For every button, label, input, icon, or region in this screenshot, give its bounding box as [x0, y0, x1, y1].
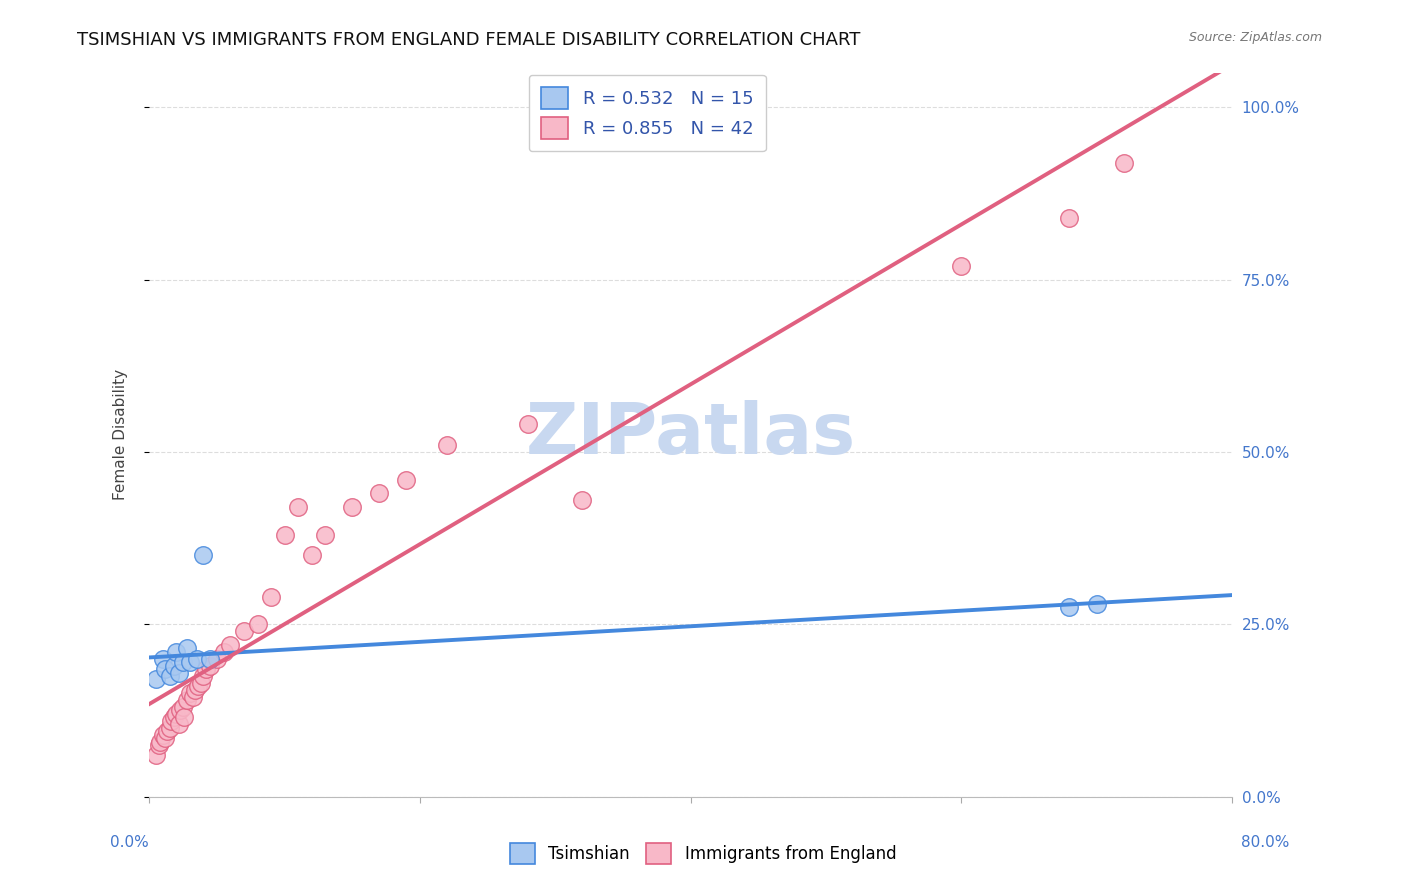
Point — [162, 658, 184, 673]
Point — [172, 655, 194, 669]
Point — [145, 748, 167, 763]
Point — [287, 500, 309, 515]
Point — [152, 652, 174, 666]
Point — [1085, 597, 1108, 611]
Point — [198, 658, 221, 673]
Point — [233, 624, 256, 639]
Point — [156, 724, 179, 739]
Point — [260, 590, 283, 604]
Point — [950, 259, 973, 273]
Point — [198, 652, 221, 666]
Legend: Tsimshian, Immigrants from England: Tsimshian, Immigrants from England — [503, 837, 903, 871]
Point — [1059, 600, 1081, 615]
Point — [172, 700, 194, 714]
Point — [165, 645, 187, 659]
Point — [190, 676, 212, 690]
Text: 0.0%: 0.0% — [110, 836, 149, 850]
Point — [273, 527, 295, 541]
Point — [181, 690, 204, 704]
Point — [1059, 211, 1081, 225]
Point — [368, 486, 391, 500]
Point — [246, 617, 269, 632]
Point — [212, 645, 235, 659]
Point — [187, 679, 209, 693]
Point — [219, 638, 242, 652]
Point — [195, 662, 218, 676]
Point — [342, 500, 364, 515]
Point — [155, 662, 177, 676]
Point — [395, 473, 418, 487]
Text: 80.0%: 80.0% — [1241, 836, 1289, 850]
Point — [176, 641, 198, 656]
Text: ZIPatlas: ZIPatlas — [526, 401, 856, 469]
Y-axis label: Female Disability: Female Disability — [114, 369, 128, 500]
Point — [155, 731, 177, 745]
Point — [186, 652, 208, 666]
Point — [173, 710, 195, 724]
Point — [301, 549, 323, 563]
Point — [148, 738, 170, 752]
Point — [160, 714, 183, 728]
Point — [169, 704, 191, 718]
Text: TSIMSHIAN VS IMMIGRANTS FROM ENGLAND FEMALE DISABILITY CORRELATION CHART: TSIMSHIAN VS IMMIGRANTS FROM ENGLAND FEM… — [77, 31, 860, 49]
Point — [184, 682, 207, 697]
Point — [517, 417, 540, 432]
Point — [436, 438, 458, 452]
Point — [193, 669, 215, 683]
Point — [149, 734, 172, 748]
Point — [152, 728, 174, 742]
Legend: R = 0.532   N = 15, R = 0.855   N = 42: R = 0.532 N = 15, R = 0.855 N = 42 — [529, 75, 766, 152]
Point — [165, 706, 187, 721]
Text: Source: ZipAtlas.com: Source: ZipAtlas.com — [1188, 31, 1322, 45]
Point — [193, 549, 215, 563]
Point — [179, 655, 201, 669]
Point — [159, 669, 181, 683]
Point — [162, 710, 184, 724]
Point — [571, 493, 593, 508]
Point — [176, 693, 198, 707]
Point — [179, 686, 201, 700]
Point — [1112, 155, 1135, 169]
Point — [167, 665, 190, 680]
Point — [159, 721, 181, 735]
Point — [314, 527, 336, 541]
Point — [205, 652, 228, 666]
Point — [145, 673, 167, 687]
Point — [167, 717, 190, 731]
